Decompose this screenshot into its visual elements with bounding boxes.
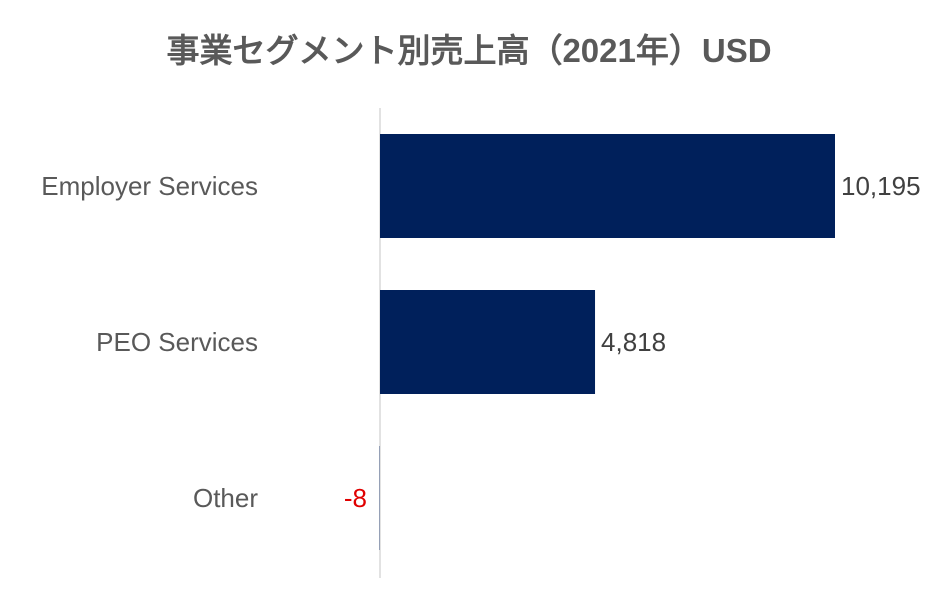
data-label-other: -8 bbox=[344, 483, 367, 513]
category-label-employer-services: Employer Services bbox=[41, 171, 258, 201]
bar-employer-services bbox=[380, 134, 835, 238]
category-label-other: Other bbox=[193, 483, 258, 513]
data-label-employer-services: 10,195 bbox=[841, 171, 921, 201]
data-label-peo-services: 4,818 bbox=[601, 327, 666, 357]
chart-title: 事業セグメント別売上高（2021年）USD bbox=[166, 32, 771, 69]
category-label-peo-services: PEO Services bbox=[96, 327, 258, 357]
bar-peo-services bbox=[380, 290, 595, 394]
